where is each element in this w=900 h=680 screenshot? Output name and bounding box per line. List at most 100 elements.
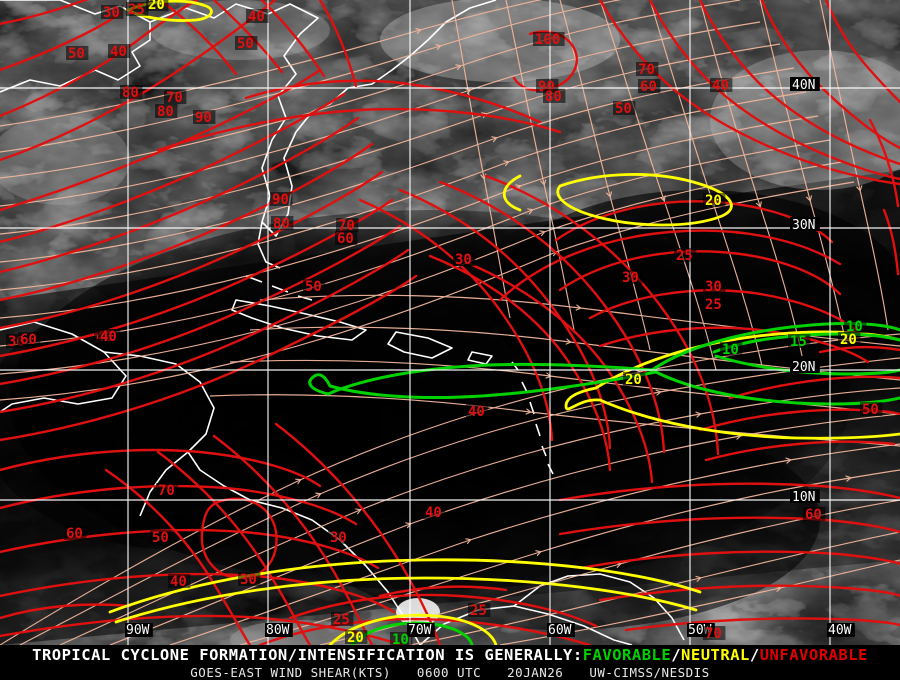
contour-value-label: 40	[170, 574, 187, 590]
contour-value-label: 30	[622, 270, 639, 286]
contour-label-mask	[543, 89, 566, 103]
contour-layer-favorable	[308, 321, 900, 645]
grid-layer	[0, 0, 900, 645]
contour-label-mask	[638, 79, 661, 93]
contour-label-mask	[98, 329, 121, 343]
contour-value-label: 50	[615, 101, 632, 117]
source-label: GOES-EAST WIND SHEAR(KTS)	[190, 665, 391, 680]
lon-tick-label: 80W	[266, 623, 290, 638]
contour-value-label: 60	[805, 507, 822, 523]
satellite-map[interactable]: 90W 80W 70W 60W 50W 40W 40N 30N 20N 10N 30 25 20 40…	[0, 0, 900, 645]
contour-layer-neutral	[108, 0, 900, 645]
contour-value-label: 30	[455, 252, 472, 268]
contour-label-mask	[155, 104, 178, 118]
contour-value-label: 80	[157, 104, 174, 120]
satellite-imagery-layer	[0, 0, 900, 645]
contour-value-label: 40	[425, 505, 442, 521]
contour-value-label: 40	[468, 404, 485, 420]
contour-label-mask	[345, 630, 368, 644]
contour-label-mask	[803, 507, 826, 521]
grid-label-mask	[790, 217, 820, 231]
grid-label-mask	[407, 623, 435, 637]
contour-label-mask	[613, 101, 636, 115]
contour-label-mask	[468, 603, 491, 617]
contour-label-mask	[620, 270, 643, 284]
grid-label-mask	[827, 623, 855, 637]
contour-value-label: 80	[545, 89, 562, 105]
contour-value-label: 25	[128, 2, 145, 18]
contour-value-label: 70	[338, 218, 355, 234]
contour-value-label: 30	[103, 5, 120, 21]
contour-value-label: 50	[152, 530, 169, 546]
grid-label-mask	[790, 77, 820, 91]
contour-value-label: 30	[240, 572, 257, 588]
contour-value-label: 80	[273, 216, 290, 232]
contour-label-mask	[533, 32, 565, 46]
contour-label-mask	[120, 85, 143, 99]
contour-value-label: 60	[66, 526, 83, 542]
contour-value-label: 20	[625, 372, 642, 388]
contour-label-mask	[328, 530, 351, 544]
contour-value-label: 60	[337, 231, 354, 247]
contour-value-label: 25	[470, 603, 487, 619]
contour-label-mask	[270, 192, 293, 206]
contour-value-label: 15	[790, 334, 807, 350]
lon-tick-label: 70W	[408, 623, 432, 638]
grid-label-mask	[125, 623, 153, 637]
contour-value-label: 100	[535, 32, 560, 48]
contour-label-mask	[168, 574, 191, 588]
credit-label: UW-CIMSS/NESDIS	[589, 665, 710, 680]
contour-label-mask	[390, 632, 413, 645]
contour-value-label: 60	[20, 332, 37, 348]
contour-label-mask	[238, 572, 261, 586]
contour-value-label: 30	[330, 530, 347, 546]
legend-separator-2: /	[749, 646, 760, 664]
contour-label-mask	[150, 530, 173, 544]
contour-label-mask	[636, 62, 659, 76]
product-metadata-line: GOES-EAST WIND SHEAR(KTS) 0600 UTC 20JAN26…	[0, 665, 900, 680]
contour-value-label: 20	[347, 630, 364, 645]
time-label: 0600 UTC	[416, 665, 482, 680]
legend-separator-1: /	[671, 646, 682, 664]
contour-label-mask	[246, 9, 269, 23]
contour-value-label: 20	[148, 0, 165, 13]
contour-label-mask	[860, 402, 883, 416]
contour-label-mask	[193, 110, 216, 124]
contour-value-label: 10	[392, 632, 409, 645]
contour-label-mask	[64, 526, 87, 540]
contour-label-mask	[703, 193, 726, 207]
favorable-label: FAVORABLE	[582, 646, 672, 664]
contour-value-label: 60	[640, 79, 657, 95]
contour-label-mask	[453, 252, 476, 266]
contour-label-mask	[146, 0, 169, 11]
contour-label-mask	[710, 78, 733, 92]
contour-label-mask	[788, 334, 811, 348]
contour-value-label: 40	[248, 9, 265, 25]
contour-value-label: 40	[100, 329, 117, 345]
contour-label-mask	[108, 44, 131, 58]
contour-value-label: 20	[705, 193, 722, 209]
contour-value-label: 70	[638, 62, 655, 78]
contour-label-mask	[838, 332, 861, 346]
contour-label-mask	[423, 505, 446, 519]
contour-label-mask	[18, 332, 41, 346]
contour-value-label: 40	[110, 44, 127, 60]
contour-value-label: 50	[305, 279, 322, 295]
contour-label-mask	[674, 248, 697, 262]
contour-label-mask	[336, 218, 359, 232]
contour-label-mask	[126, 2, 149, 16]
contour-value-label: 90	[195, 110, 212, 126]
lat-tick-label: 40N	[792, 78, 815, 93]
contour-label-mask	[720, 342, 743, 356]
grid-label-mask	[547, 623, 575, 637]
contour-label-mask	[164, 90, 187, 104]
contour-label-mask	[235, 36, 258, 50]
contour-value-label: 40	[712, 78, 729, 94]
contour-value-label: 25	[705, 297, 722, 313]
contour-value-label: 10	[846, 319, 863, 335]
lat-tick-label: 10N	[792, 490, 815, 505]
contour-label-mask	[156, 483, 179, 497]
